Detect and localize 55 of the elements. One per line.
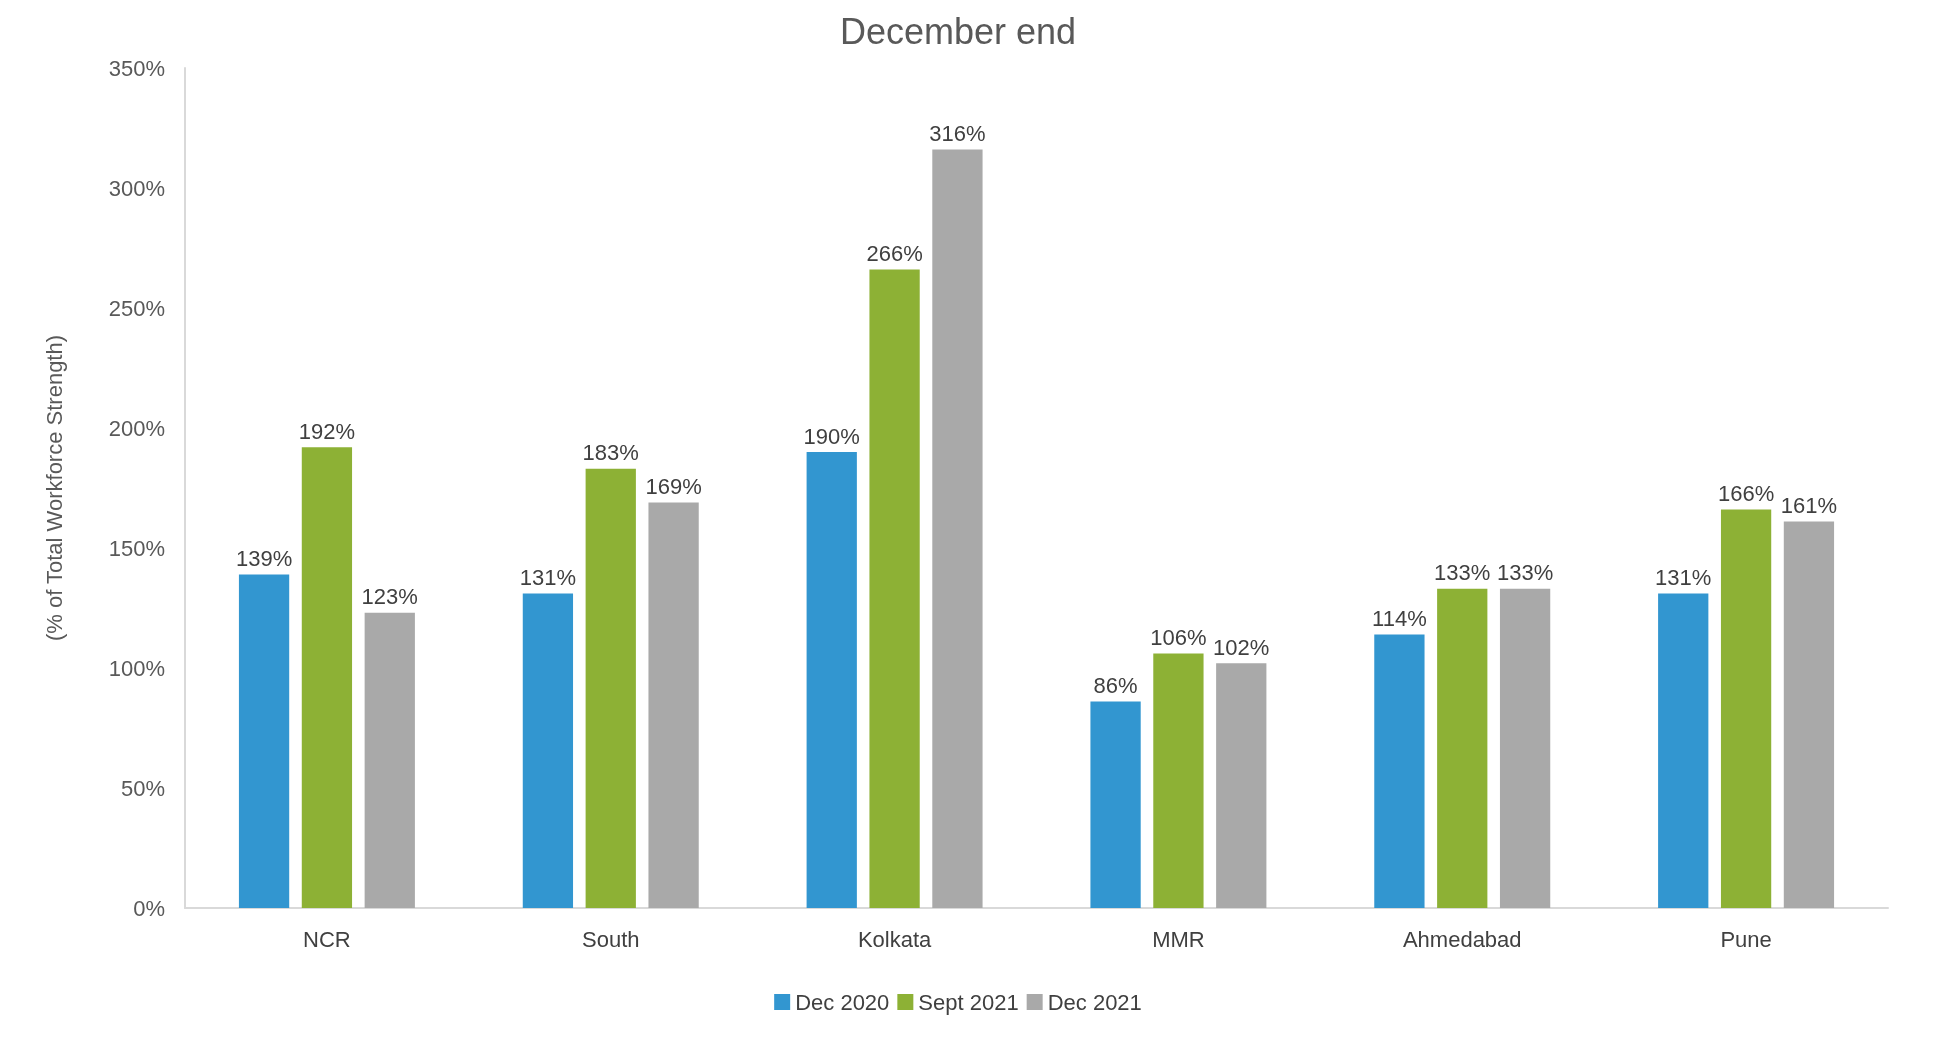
data-label: 106% — [1150, 625, 1207, 651]
bar — [806, 452, 857, 908]
data-label: 169% — [645, 473, 702, 499]
x-tick-label: NCR — [303, 926, 351, 952]
x-tick-label: Pune — [1720, 926, 1772, 952]
bar — [1499, 588, 1551, 908]
y-tick-label: 250% — [108, 295, 165, 321]
y-tick-label: 300% — [108, 175, 165, 201]
bar — [1658, 593, 1709, 908]
x-tick-label: South — [582, 926, 640, 952]
data-label: 102% — [1213, 634, 1270, 660]
data-label: 123% — [361, 584, 418, 610]
data-label: 139% — [235, 545, 293, 571]
legend-label: Dec 2021 — [1047, 989, 1142, 1015]
data-label: 161% — [1780, 493, 1838, 519]
legend-label: Dec 2020 — [795, 989, 890, 1015]
y-tick-label: 100% — [108, 655, 165, 681]
bar — [1437, 588, 1488, 908]
data-label: 316% — [929, 121, 986, 147]
bar — [238, 574, 290, 908]
legend-label: Sept 2021 — [918, 989, 1019, 1015]
data-label: 190% — [803, 423, 860, 449]
bar — [1153, 653, 1204, 908]
bar — [1216, 663, 1267, 908]
y-tick-label: 0% — [133, 895, 165, 921]
x-tick-label: Kolkata — [857, 926, 933, 952]
bar — [1090, 701, 1141, 908]
data-label: 192% — [298, 418, 356, 444]
y-axis-title: (% of Total Workforce Strength) — [41, 334, 67, 642]
data-label: 266% — [866, 241, 923, 267]
chart-title: December end — [839, 10, 1077, 52]
y-tick-label: 200% — [108, 415, 165, 441]
y-tick-label: 350% — [108, 55, 165, 81]
data-label: 133% — [1496, 560, 1554, 586]
bar — [301, 447, 353, 908]
data-label: 131% — [1655, 565, 1712, 591]
bar — [932, 149, 983, 908]
x-tick-label: Ahmedabad — [1402, 926, 1522, 952]
y-tick-label: 50% — [120, 775, 165, 801]
bar — [1783, 521, 1835, 908]
data-label: 114% — [1372, 605, 1427, 631]
bar — [648, 502, 699, 908]
bar — [1720, 509, 1772, 908]
bar — [522, 593, 574, 908]
y-tick-label: 150% — [108, 535, 165, 561]
bar — [1374, 634, 1425, 908]
bar — [869, 269, 920, 908]
data-label: 133% — [1434, 560, 1491, 586]
x-tick-label: MMR — [1152, 926, 1205, 952]
bar — [585, 468, 636, 908]
data-label: 166% — [1717, 481, 1775, 507]
data-label: 183% — [582, 440, 639, 466]
data-label: 86% — [1093, 673, 1138, 699]
data-label: 131% — [519, 565, 577, 591]
bar — [364, 612, 415, 908]
